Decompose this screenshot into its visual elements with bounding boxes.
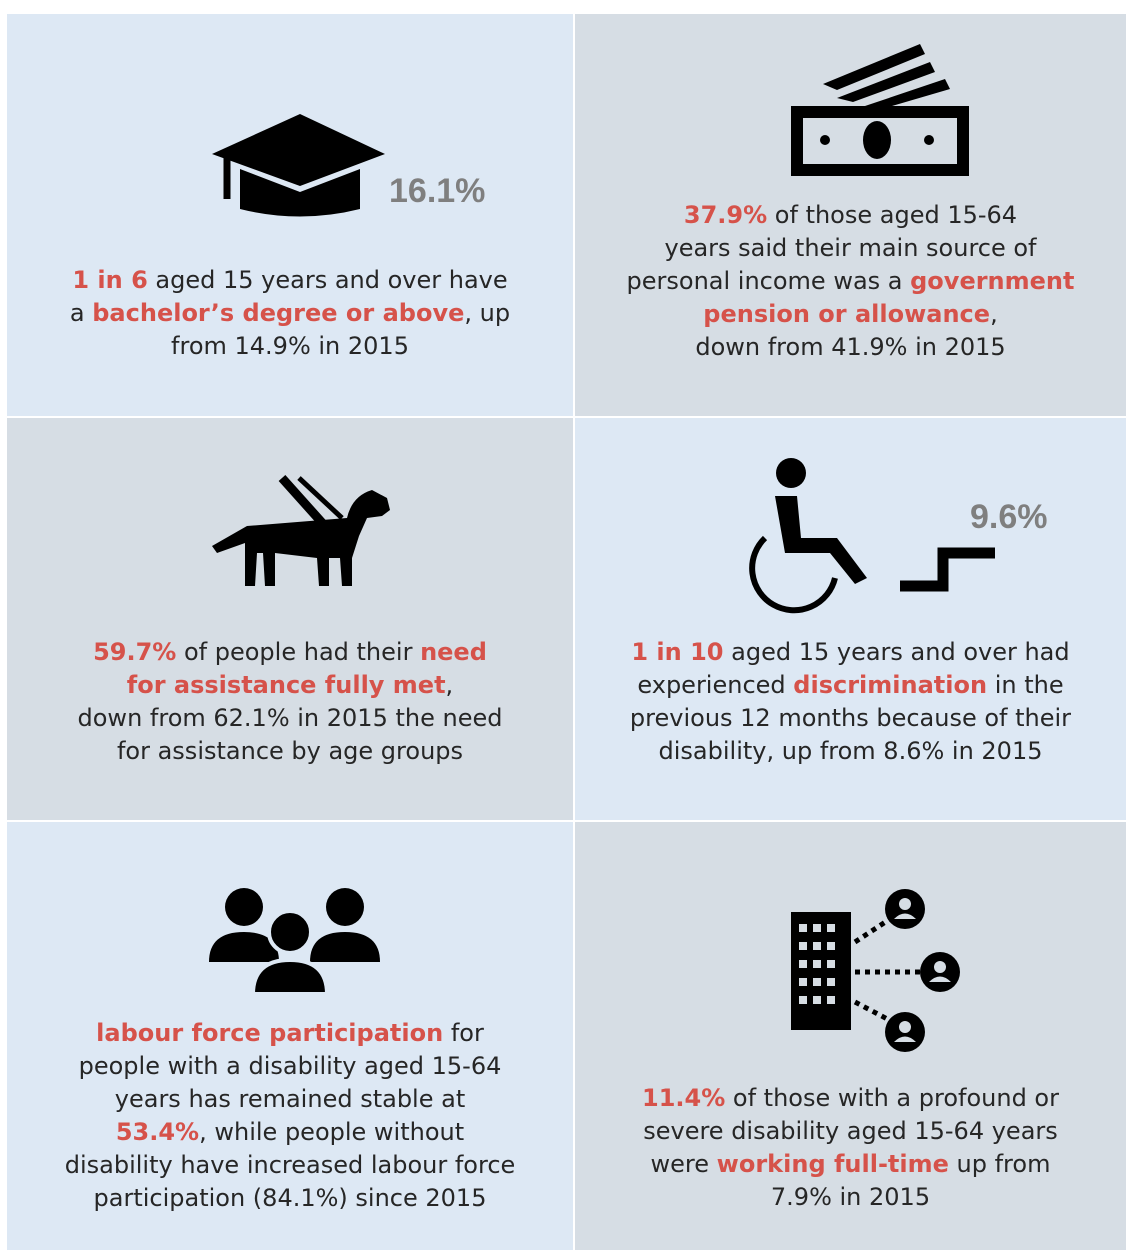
text-segment: previous 12 months because of their — [629, 704, 1072, 732]
text-segment: severe disability aged 15-64 years — [643, 1117, 1058, 1145]
text-segment: participation (84.1%) since 2015 — [93, 1184, 487, 1212]
text-segment: down from 62.1% in 2015 the need — [77, 704, 503, 732]
panel-income: 37.9% of those aged 15-64 years said thei… — [575, 14, 1126, 416]
text-segment: a — [69, 299, 93, 327]
text-segment: working full-time — [716, 1150, 949, 1178]
text-segment: disability have increased labour force — [64, 1151, 516, 1179]
panel-text: 11.4% of those with a profound or severe … — [575, 1082, 1126, 1214]
text-segment: down from 41.9% in 2015 — [695, 333, 1006, 361]
text-segment: 1 in 10 — [631, 638, 724, 666]
panel-text: labour force participation for people wit… — [7, 1017, 573, 1215]
text-segment: , while people without — [199, 1118, 465, 1146]
panel-discrimination: 9.6% 1 in 10 aged 15 years and over had e… — [575, 418, 1126, 820]
text-segment: of those aged 15-64 — [767, 201, 1018, 229]
text-segment: for assistance fully met — [126, 671, 446, 699]
text-segment: discrimination — [793, 671, 988, 699]
text-segment: personal income was a — [626, 267, 911, 295]
text-segment: aged 15 years and over had — [723, 638, 1070, 666]
text-segment: need — [420, 638, 487, 666]
text-segment: 7.9% in 2015 — [770, 1183, 931, 1211]
panel-text: 37.9% of those aged 15-64 years said thei… — [575, 199, 1126, 364]
icon-wheelchair — [749, 458, 995, 614]
icon-money — [791, 44, 969, 176]
icon-cap — [212, 114, 385, 217]
panel-text: 1 in 10 aged 15 years and over had experi… — [575, 636, 1126, 768]
text-segment: people with a disability aged 15-64 — [78, 1052, 502, 1080]
text-segment: pension or allowance — [703, 300, 991, 328]
text-segment: experienced — [637, 671, 794, 699]
text-segment: aged 15 years and over have — [147, 266, 508, 294]
panel-text: 1 in 6 aged 15 years and over have a bach… — [7, 264, 573, 363]
text-segment: years has remained stable at — [114, 1085, 466, 1113]
panel-assistance: 59.7% of people had their need for assist… — [7, 418, 573, 820]
text-segment: bachelor’s degree or above — [92, 299, 465, 327]
text-segment: government — [910, 267, 1075, 295]
text-segment: 37.9% — [683, 201, 768, 229]
panel-text: 59.7% of people had their need for assist… — [7, 636, 573, 768]
text-segment: for — [443, 1019, 484, 1047]
panel-labour: labour force participation for people wit… — [7, 822, 573, 1250]
text-segment: , — [445, 671, 454, 699]
stat: 16.1% — [389, 172, 486, 210]
text-segment: up from — [948, 1150, 1051, 1178]
text-segment: were — [650, 1150, 717, 1178]
text-segment: of people had their — [176, 638, 421, 666]
text-segment: , up — [464, 299, 511, 327]
panel-education: 16.1% 1 in 6 aged 15 years and over have… — [7, 14, 573, 416]
icon-building — [791, 889, 960, 1052]
panel-employment: 11.4% of those with a profound or severe … — [575, 822, 1126, 1250]
text-segment: , — [990, 300, 998, 328]
text-segment: from 14.9% in 2015 — [171, 332, 409, 360]
text-segment: 11.4% — [642, 1084, 726, 1112]
text-segment: 1 in 6 — [72, 266, 148, 294]
text-segment: disability, up from 8.6% in 2015 — [658, 737, 1043, 765]
text-segment: years said their main source of — [664, 234, 1037, 262]
icon-dog — [212, 474, 390, 586]
stat: 9.6% — [970, 498, 1048, 536]
text-segment: for assistance by age groups — [116, 737, 464, 765]
text-segment: 53.4% — [115, 1118, 200, 1146]
icon-people — [209, 888, 380, 996]
text-segment: of those with a profound or — [725, 1084, 1059, 1112]
text-segment: 59.7% — [93, 638, 177, 666]
text-segment: labour force participation — [96, 1019, 444, 1047]
text-segment: in the — [987, 671, 1064, 699]
